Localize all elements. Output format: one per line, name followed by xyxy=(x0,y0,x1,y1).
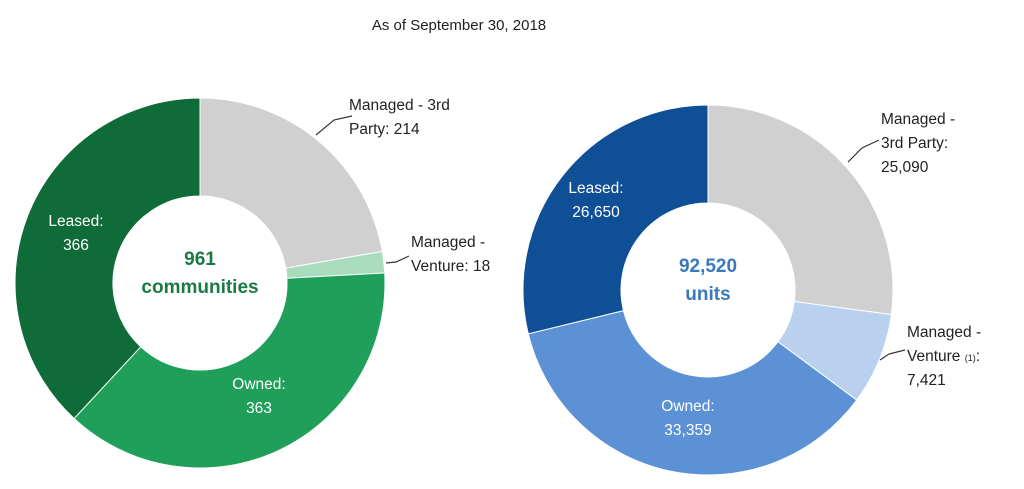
slice-managed-3rd-party xyxy=(199,97,383,269)
center-unit: units xyxy=(685,284,730,305)
communities-donut-chart: Managed - 3rd Party: 214 Managed -Venture:… xyxy=(14,97,490,469)
slice-label-managed-venture: Managed -Venture: 18 xyxy=(411,234,490,275)
slice-label-owned: Owned: 33,359 xyxy=(661,398,714,439)
slice-label-managed-3rd-party: Managed - 3rd Party: 214 xyxy=(349,97,450,138)
leader-line-managed-3rd-party xyxy=(315,115,353,136)
page-title: As of September 30, 2018 xyxy=(371,17,547,34)
center-value: 92,520 xyxy=(679,256,737,277)
center-unit: communities xyxy=(141,277,258,298)
leader-line-managed-venture xyxy=(385,255,410,264)
slice-label-leased: Leased: 366 xyxy=(48,213,103,254)
center-value: 961 xyxy=(184,249,216,270)
units-donut-chart: Managed -3rd Party: 25,090 Managed -Ventur… xyxy=(522,104,981,476)
leader-line-managed-3rd-party xyxy=(847,139,880,163)
slice-leased xyxy=(522,104,709,335)
slice-leased xyxy=(14,97,201,420)
slice-label-owned: Owned: 363 xyxy=(232,376,285,417)
slice-owned xyxy=(527,309,858,476)
slice-owned xyxy=(73,272,386,469)
slice-managed-3rd-party xyxy=(707,104,894,316)
slice-label-managed-3rd-party: Managed -3rd Party: 25,090 xyxy=(881,111,955,176)
slice-label-leased: Leased: 26,650 xyxy=(568,180,623,221)
leader-line-managed-venture xyxy=(879,349,906,361)
slice-label-managed-venture: Managed -Venture (1): 7,421 xyxy=(907,324,981,389)
